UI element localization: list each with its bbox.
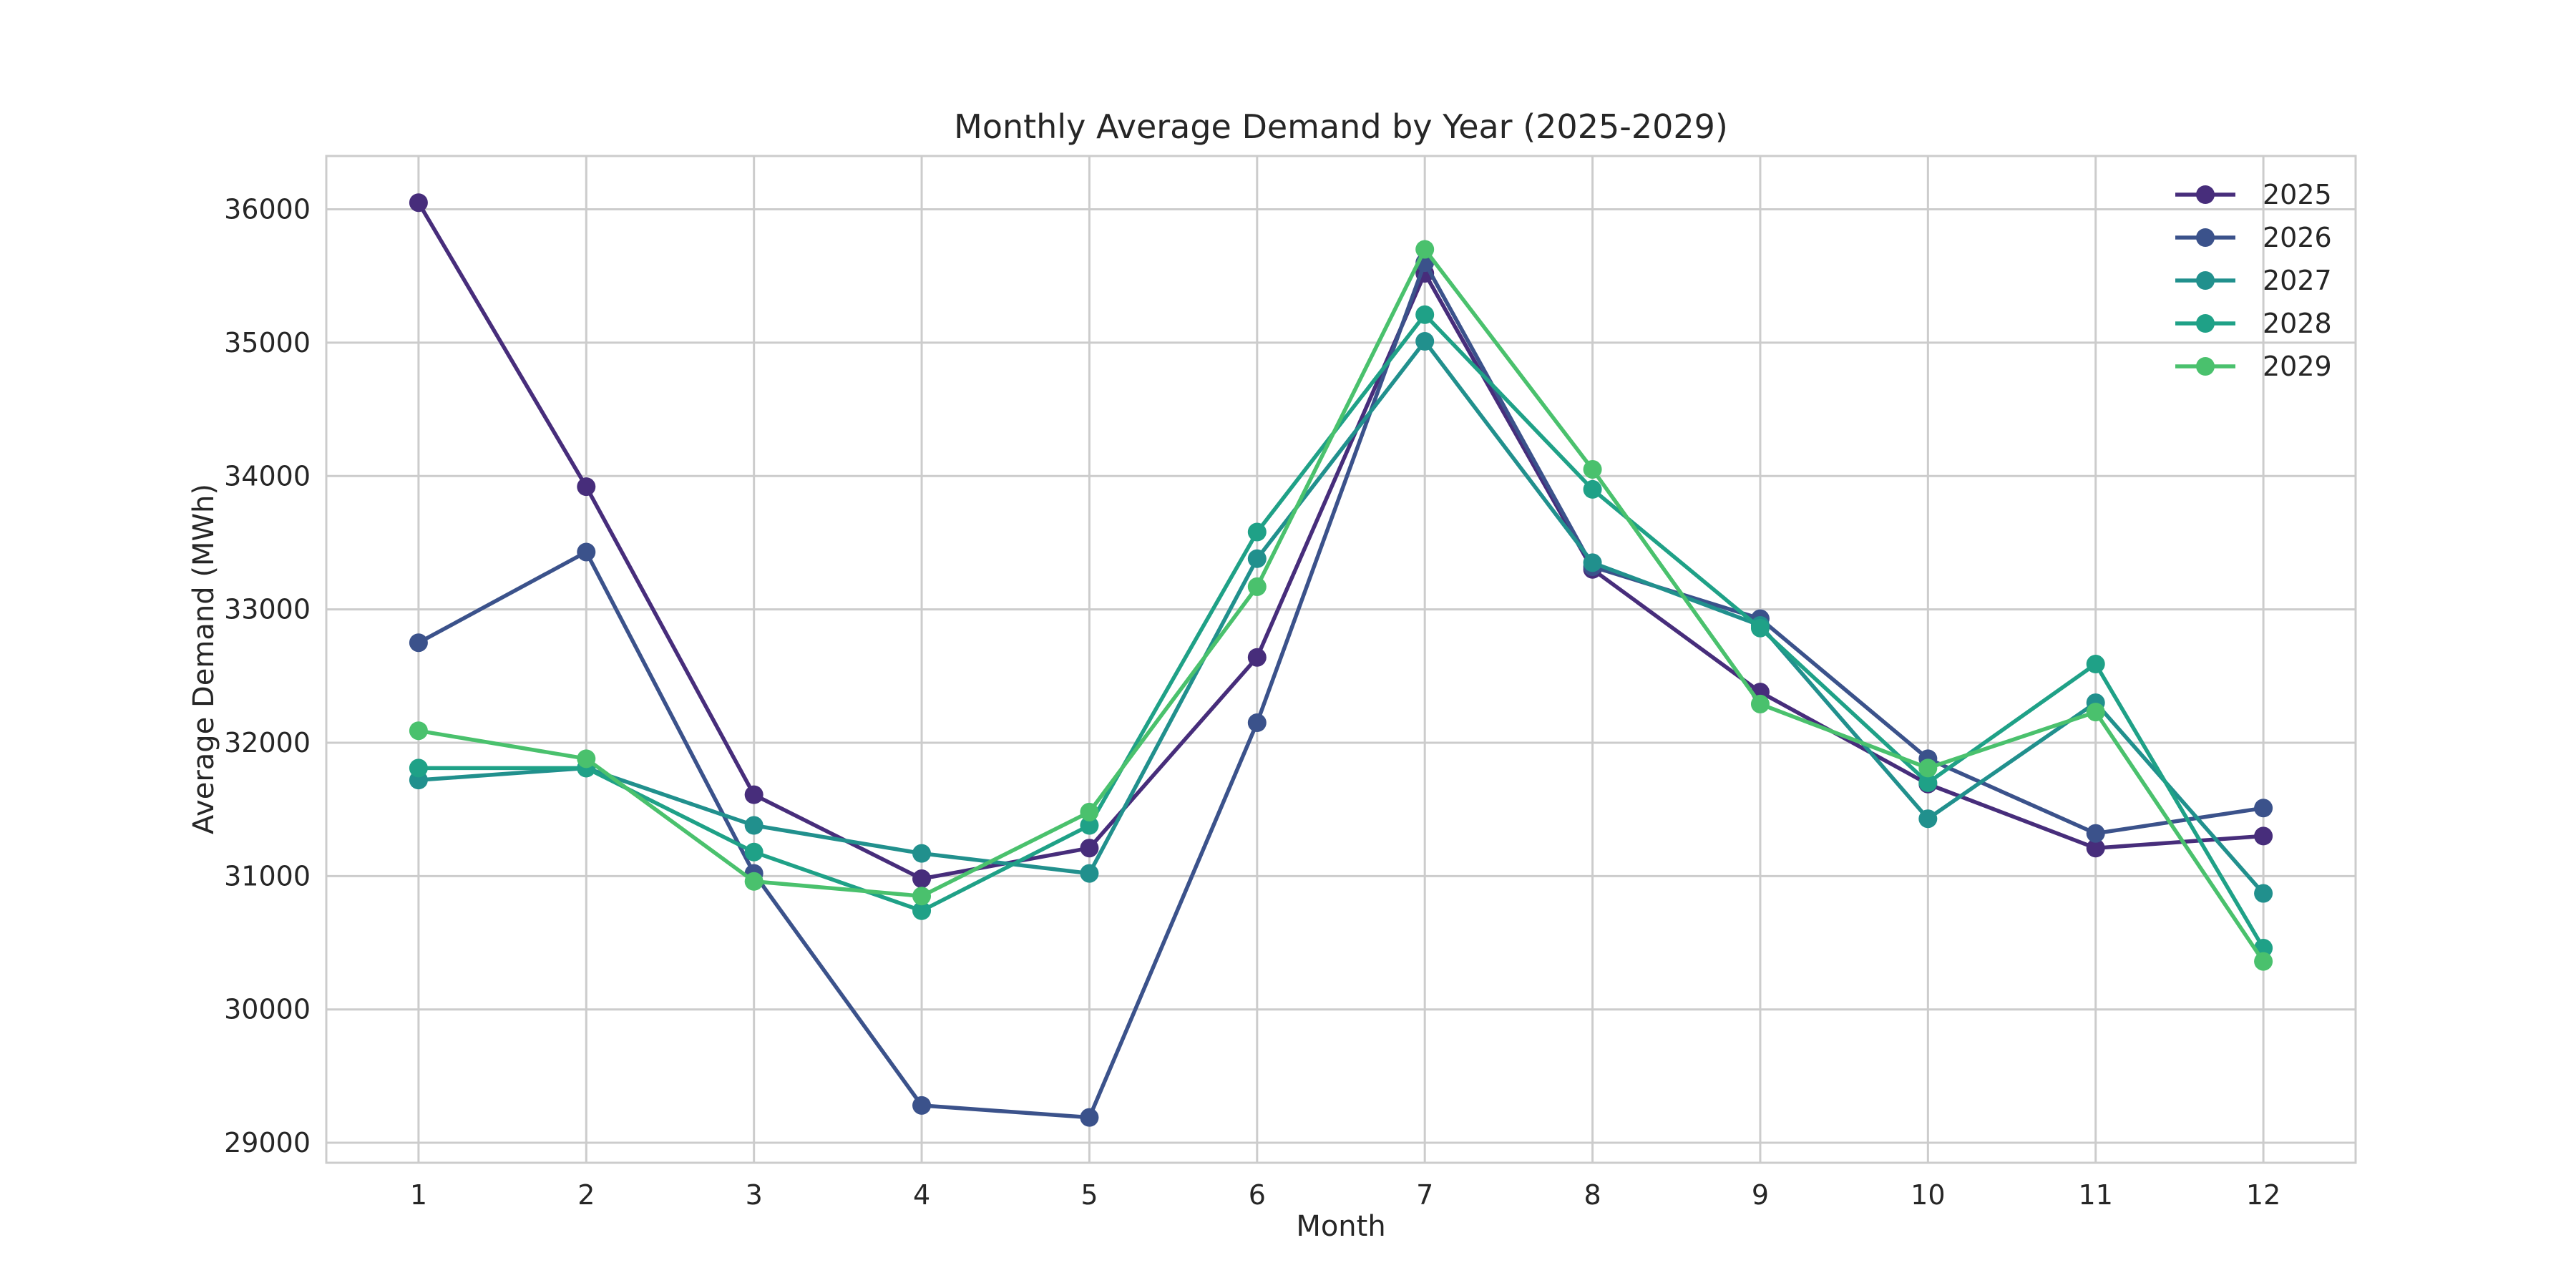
data-point-2029-month-7 bbox=[1415, 240, 1435, 259]
x-tick-label: 3 bbox=[746, 1179, 763, 1211]
data-point-2029-month-11 bbox=[2086, 703, 2105, 722]
data-point-2028-month-10 bbox=[1918, 773, 1938, 792]
chart-title: Monthly Average Demand by Year (2025-202… bbox=[954, 107, 1728, 146]
data-point-2026-month-11 bbox=[2086, 824, 2105, 843]
data-point-2025-month-4 bbox=[912, 869, 932, 889]
data-point-2025-month-1 bbox=[409, 193, 428, 213]
y-tick-label: 33000 bbox=[224, 594, 311, 625]
y-tick-label: 36000 bbox=[224, 194, 311, 225]
data-point-2025-month-5 bbox=[1080, 839, 1099, 858]
series-line-2029 bbox=[416, 247, 2265, 964]
y-tick-label: 29000 bbox=[224, 1127, 311, 1158]
data-point-2027-month-4 bbox=[912, 844, 932, 863]
tick-labels: 1 2 3 4 5 6 7 8 9 10 11 122900030000310003200033000… bbox=[224, 194, 2280, 1211]
legend-swatch-marker bbox=[2196, 228, 2215, 247]
data-point-2028-month-11 bbox=[2086, 655, 2105, 674]
data-point-2025-month-11 bbox=[2086, 839, 2105, 858]
legend-label: 2026 bbox=[2263, 222, 2332, 253]
data-point-2029-month-5 bbox=[1080, 802, 1099, 821]
x-tick-label: 2 bbox=[577, 1179, 595, 1211]
data-point-2025-month-2 bbox=[577, 477, 596, 497]
series-2029 bbox=[409, 240, 2273, 971]
legend-swatch-marker bbox=[2196, 185, 2215, 204]
x-tick-label: 8 bbox=[1584, 1179, 1601, 1211]
y-tick-label: 30000 bbox=[224, 994, 311, 1025]
x-tick-label: 10 bbox=[1911, 1179, 1945, 1211]
data-point-2028-month-6 bbox=[1247, 522, 1267, 542]
data-point-2028-month-5 bbox=[1080, 816, 1099, 835]
series-line-2028 bbox=[416, 313, 2265, 950]
series-line-2027 bbox=[416, 339, 2265, 896]
data-point-2026-month-4 bbox=[912, 1096, 932, 1115]
data-point-2026-month-2 bbox=[577, 542, 596, 562]
data-point-2028-month-7 bbox=[1415, 305, 1435, 324]
x-tick-label: 9 bbox=[1752, 1179, 1769, 1211]
legend-item-2029: 2029 bbox=[2175, 351, 2332, 382]
data-point-2028-month-8 bbox=[1583, 479, 1602, 499]
data-point-2029-month-4 bbox=[912, 887, 932, 906]
data-point-2028-month-1 bbox=[409, 758, 428, 778]
legend-swatch-marker bbox=[2196, 357, 2215, 376]
data-point-2026-month-12 bbox=[2254, 799, 2273, 818]
y-tick-label: 32000 bbox=[224, 727, 311, 758]
plot-frame bbox=[325, 155, 2357, 1164]
data-point-2029-month-6 bbox=[1247, 577, 1267, 596]
series-layer bbox=[409, 193, 2273, 1127]
legend-swatch-marker bbox=[2196, 271, 2215, 290]
data-point-2025-month-6 bbox=[1247, 648, 1267, 667]
x-axis-label: Month bbox=[1296, 1210, 1385, 1243]
data-point-2028-month-9 bbox=[1750, 618, 1770, 638]
data-point-2029-month-9 bbox=[1750, 694, 1770, 713]
data-point-2029-month-8 bbox=[1583, 459, 1602, 479]
data-point-2026-month-5 bbox=[1080, 1108, 1099, 1127]
data-point-2025-month-3 bbox=[744, 785, 763, 804]
data-point-2027-month-3 bbox=[744, 816, 763, 835]
legend-item-2028: 2028 bbox=[2175, 308, 2332, 339]
data-point-2028-month-3 bbox=[744, 842, 763, 862]
series-2028 bbox=[409, 305, 2273, 957]
data-point-2027-month-8 bbox=[1583, 553, 1602, 572]
y-tick-label: 35000 bbox=[224, 327, 311, 358]
x-tick-label: 4 bbox=[913, 1179, 930, 1211]
legend-label: 2025 bbox=[2263, 179, 2332, 210]
data-point-2029-month-3 bbox=[744, 872, 763, 891]
data-point-2029-month-10 bbox=[1918, 758, 1938, 778]
data-point-2027-month-6 bbox=[1247, 549, 1267, 568]
legend-label: 2029 bbox=[2263, 351, 2332, 382]
data-point-2026-month-1 bbox=[409, 633, 428, 653]
y-axis-label: Average Demand (MWh) bbox=[187, 484, 220, 834]
legend-item-2025: 2025 bbox=[2175, 179, 2332, 210]
x-tick-label: 11 bbox=[2079, 1179, 2113, 1211]
legend-item-2027: 2027 bbox=[2175, 265, 2332, 296]
x-tick-label: 1 bbox=[410, 1179, 427, 1211]
series-line-2026 bbox=[416, 260, 2265, 1120]
x-tick-label: 5 bbox=[1080, 1179, 1098, 1211]
x-tick-label: 6 bbox=[1249, 1179, 1266, 1211]
legend-item-2026: 2026 bbox=[2175, 222, 2332, 253]
x-tick-label: 7 bbox=[1416, 1179, 1433, 1211]
data-point-2029-month-1 bbox=[409, 721, 428, 741]
data-point-2027-month-5 bbox=[1080, 864, 1099, 883]
data-point-2027-month-7 bbox=[1415, 332, 1435, 351]
data-point-2027-month-10 bbox=[1918, 809, 1938, 829]
data-point-2027-month-12 bbox=[2254, 884, 2273, 903]
x-tick-label: 12 bbox=[2246, 1179, 2280, 1211]
legend: 2025 2026 2027 2028 2029 bbox=[2175, 179, 2332, 382]
legend-label: 2027 bbox=[2263, 265, 2332, 296]
y-tick-label: 31000 bbox=[224, 860, 311, 892]
series-line-2025 bbox=[416, 200, 2265, 881]
data-point-2026-month-6 bbox=[1247, 713, 1267, 733]
legend-label: 2028 bbox=[2263, 308, 2332, 339]
data-point-2025-month-12 bbox=[2254, 826, 2273, 846]
y-tick-label: 34000 bbox=[224, 460, 311, 492]
data-point-2029-month-2 bbox=[577, 749, 596, 769]
data-point-2029-month-12 bbox=[2254, 952, 2273, 971]
legend-swatch-marker bbox=[2196, 314, 2215, 333]
data-point-2028-month-4 bbox=[912, 901, 932, 920]
